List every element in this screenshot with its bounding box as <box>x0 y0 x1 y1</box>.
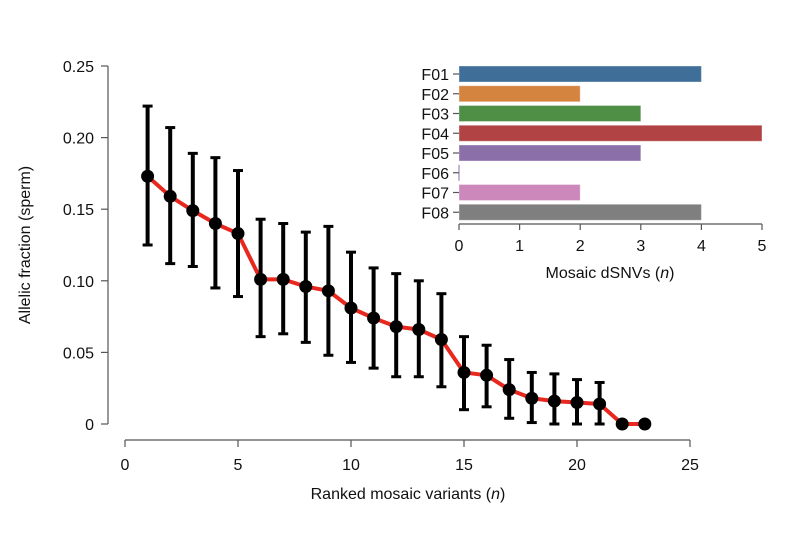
data-point <box>457 365 471 379</box>
x-ticks: 0 5 10 15 20 25 <box>121 440 699 474</box>
data-point <box>344 301 358 315</box>
inset-category-label: F04 <box>421 126 449 143</box>
data-point <box>389 320 403 334</box>
data-point <box>321 284 335 298</box>
inset-x-ticks: 0 1 2 3 4 5 <box>455 224 767 255</box>
inset-bars <box>458 65 763 221</box>
y-tick-label: 0.05 <box>63 345 94 362</box>
y-ticks: 0 0.05 0.10 0.15 0.20 0.25 <box>63 59 108 434</box>
inset-category-labels: F01 F02 F03 F04 F05 F06 F07 F08 <box>421 67 459 222</box>
data-point <box>434 333 448 347</box>
data-point <box>615 417 629 431</box>
data-point <box>141 169 155 183</box>
y-axis-title: Allelic fraction (sperm) <box>17 166 34 324</box>
bar-f01 <box>458 65 702 83</box>
data-point <box>186 204 200 218</box>
inset-x-tick-label: 0 <box>455 238 464 255</box>
inset-category-label: F03 <box>421 107 449 124</box>
markers <box>141 169 652 431</box>
main-plot: 00.050.100.150.200.25 0 5 10 15 20 25 Ranked … <box>17 59 699 503</box>
x-axis-title: Ranked mosaic variants (n) <box>311 486 506 503</box>
data-point <box>547 394 561 408</box>
inset-category-label: F05 <box>421 146 449 163</box>
data-point <box>593 397 607 411</box>
data-point <box>570 396 584 410</box>
data-point <box>638 417 652 431</box>
data-point <box>502 383 516 397</box>
inset-x-tick-label: 3 <box>636 238 645 255</box>
inset-category-label: F08 <box>421 205 449 222</box>
inset-x-tick-label: 2 <box>576 238 585 255</box>
y-tick-label: 0.10 <box>63 274 94 291</box>
inset-x-axis-title: Mosaic dSNVs (n) <box>546 265 675 282</box>
x-tick-label: 25 <box>681 457 699 474</box>
inset-bar-chart: F01 F02 F03 F04 F05 F06 F07 F08 0 1 2 3 4 5 Mosaic d… <box>421 65 767 282</box>
data-point <box>299 280 313 294</box>
data-point <box>208 217 222 231</box>
y-tick-label: 0.20 <box>63 131 94 148</box>
inset-x-tick-label: 4 <box>697 238 706 255</box>
bar-f07 <box>458 184 581 201</box>
data-point <box>231 227 245 241</box>
data-point <box>276 272 290 286</box>
inset-category-label: F02 <box>421 87 449 104</box>
x-tick-label: 0 <box>121 457 130 474</box>
y-tick-label: 0 <box>85 417 94 434</box>
data-point <box>412 322 426 336</box>
data-point <box>367 311 381 325</box>
y-tick-label: 0.25 <box>63 59 94 76</box>
y-tick-label: 0.15 <box>63 202 94 219</box>
bar-f02 <box>458 85 581 103</box>
bar-f04 <box>458 124 763 142</box>
bar-f05 <box>458 144 642 162</box>
data-point <box>163 189 177 203</box>
data-point <box>254 272 268 286</box>
x-tick-label: 10 <box>342 457 360 474</box>
bar-f08 <box>458 203 702 221</box>
bar-f03 <box>458 105 642 122</box>
x-tick-label: 5 <box>234 457 243 474</box>
data-point <box>480 368 494 382</box>
x-tick-label: 20 <box>568 457 586 474</box>
data-point <box>525 391 539 405</box>
inset-x-tick-label: 5 <box>758 238 767 255</box>
inset-category-label: F01 <box>421 67 449 84</box>
inset-category-label: F06 <box>421 166 449 183</box>
inset-category-label: F07 <box>421 186 449 203</box>
inset-x-tick-label: 1 <box>515 238 524 255</box>
x-tick-label: 15 <box>455 457 473 474</box>
